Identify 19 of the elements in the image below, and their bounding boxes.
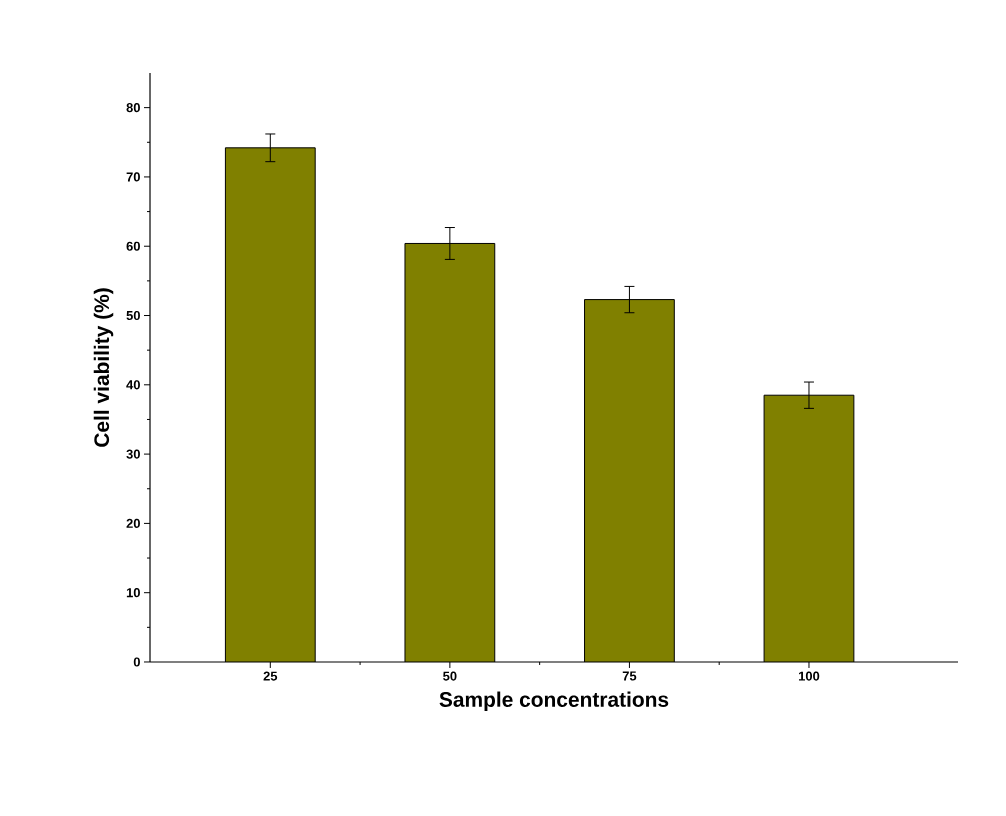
y-axis-title: Cell viability (%) <box>93 288 114 447</box>
y-tick-label: 60 <box>126 241 140 251</box>
x-tick-label: 75 <box>622 671 637 681</box>
y-tick-label: 10 <box>126 588 140 598</box>
bar <box>225 147 316 662</box>
y-tick-label: 20 <box>126 518 140 528</box>
x-tick-label: 50 <box>443 671 457 681</box>
bar <box>584 299 675 662</box>
y-tick-label: 80 <box>126 103 140 113</box>
y-tick-label: 40 <box>126 380 140 390</box>
bar <box>404 243 495 662</box>
y-tick-label: 50 <box>126 310 140 321</box>
x-tick-label: 100 <box>798 671 820 681</box>
y-tick-label: 30 <box>126 449 140 459</box>
x-axis-title: Sample concentrations <box>439 691 669 712</box>
y-tick-label: 0 <box>133 657 140 667</box>
y-tick-label: 70 <box>126 172 140 182</box>
x-tick-label: 25 <box>263 671 278 681</box>
bar <box>763 394 855 662</box>
